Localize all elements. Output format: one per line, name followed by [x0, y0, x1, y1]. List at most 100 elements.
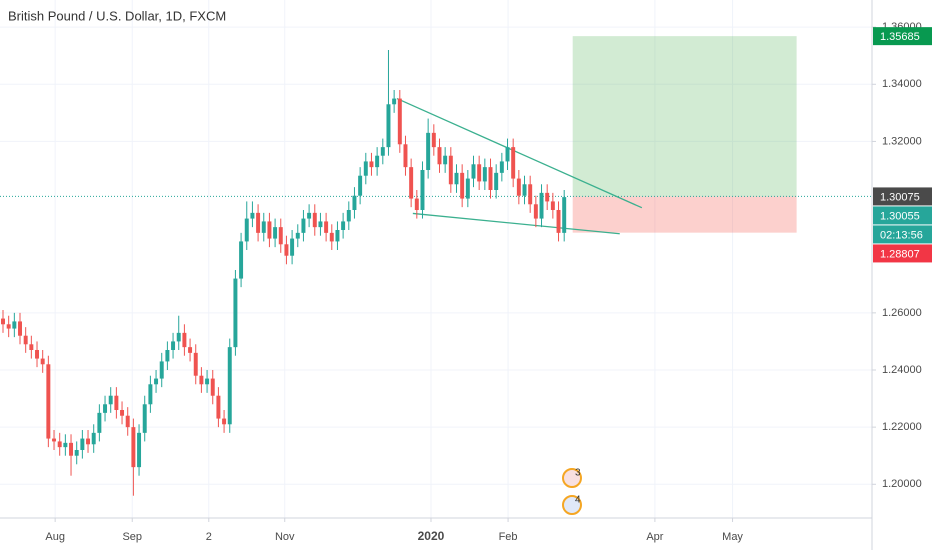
candle-body: [335, 230, 340, 242]
candle-body: [205, 378, 210, 385]
candle-body: [533, 204, 538, 219]
candle-body: [188, 347, 193, 353]
candle-body: [35, 350, 39, 359]
candle-body: [324, 221, 329, 233]
candle-body: [125, 415, 130, 428]
candle-body: [550, 201, 555, 210]
x-tick-label: Nov: [275, 531, 295, 543]
candle-body: [199, 375, 204, 385]
candles: [1, 50, 567, 496]
candle-body: [227, 347, 232, 425]
candle-body: [454, 172, 459, 185]
candle-body: [516, 178, 521, 196]
candle-body: [261, 221, 266, 233]
candle-body: [539, 192, 544, 219]
candle-body: [426, 132, 431, 170]
candle-body: [137, 432, 142, 468]
stop-zone: [572, 196, 797, 233]
candle-body: [420, 170, 425, 210]
y-tick-label: 1.32000: [882, 135, 922, 147]
candle-body: [488, 167, 493, 190]
candle-body: [171, 341, 176, 350]
candle-body: [284, 244, 289, 256]
candle-body: [278, 227, 283, 245]
candle-body: [443, 155, 448, 165]
candle-body: [12, 321, 17, 329]
candle-body: [392, 98, 397, 105]
candle-body: [250, 212, 255, 219]
candle-body: [358, 175, 363, 196]
candle-body: [74, 450, 79, 456]
candle-body: [267, 221, 272, 239]
event-count: 3: [575, 468, 581, 479]
price-label-bg: [873, 225, 932, 244]
candle-body: [363, 161, 368, 176]
candle-body: [505, 147, 510, 162]
price-label-bg: [873, 244, 932, 263]
candle-body: [233, 278, 238, 348]
candle-body: [499, 161, 504, 173]
price-label: 1.35685: [880, 31, 920, 43]
candle-body: [154, 378, 159, 385]
candle-body: [29, 344, 34, 350]
y-tick-label: 1.24000: [882, 364, 922, 376]
candle-body: [511, 147, 516, 179]
candle-body: [210, 378, 215, 396]
candle-body: [460, 172, 465, 199]
x-tick-label: 2: [206, 531, 212, 543]
candle-body: [301, 218, 306, 233]
candle-body: [290, 238, 295, 256]
trendline: [396, 97, 643, 209]
candle-body: [556, 210, 561, 233]
x-tick-label: Sep: [122, 531, 142, 543]
candle-body: [182, 332, 187, 348]
event-icon: [562, 495, 582, 515]
target-zone: [572, 36, 797, 197]
overlay: [0, 36, 872, 235]
candle-body: [329, 232, 334, 242]
candle-body: [346, 210, 351, 222]
candle-body: [159, 361, 164, 379]
candle-body: [414, 198, 419, 210]
candle-body: [545, 192, 550, 202]
price-label-bg: [873, 27, 932, 46]
candle-body: [46, 364, 51, 439]
candle-body: [307, 212, 312, 219]
candle-body: [80, 438, 85, 450]
candle-body: [528, 184, 533, 205]
y-tick-label: 1.26000: [882, 307, 922, 319]
candle-body: [465, 178, 470, 199]
x-tick-label: Aug: [45, 531, 65, 543]
candle-body: [216, 395, 221, 419]
candle-body: [6, 324, 11, 329]
candle-body: [369, 161, 374, 168]
y-tick-label: 1.22000: [882, 421, 922, 433]
candle-body: [375, 155, 380, 168]
candle-body: [18, 321, 22, 336]
price-label-bg: [873, 187, 932, 206]
candle-body: [341, 221, 346, 230]
price-label: 1.28807: [880, 248, 920, 260]
candle-body: [131, 427, 136, 468]
candle-body: [176, 332, 181, 342]
candle-body: [244, 218, 249, 242]
x-tick-label: May: [722, 531, 743, 543]
candle-body: [69, 442, 74, 456]
candle-body: [40, 358, 45, 365]
y-tick-label: 1.34000: [882, 78, 922, 90]
candle-body: [386, 104, 391, 148]
candle-body: [57, 441, 62, 448]
x-tick-label: Apr: [646, 531, 663, 543]
candle-body: [522, 184, 527, 196]
candle-body: [477, 164, 482, 182]
candle-body: [23, 335, 28, 345]
candle-body: [409, 167, 414, 199]
candle-body: [52, 438, 57, 442]
candle-body: [431, 132, 436, 148]
candle-body: [142, 404, 147, 433]
trendline: [412, 212, 620, 235]
y-tick-label: 1.20000: [882, 478, 922, 490]
candle-body: [318, 221, 323, 228]
candle-body: [448, 155, 453, 185]
